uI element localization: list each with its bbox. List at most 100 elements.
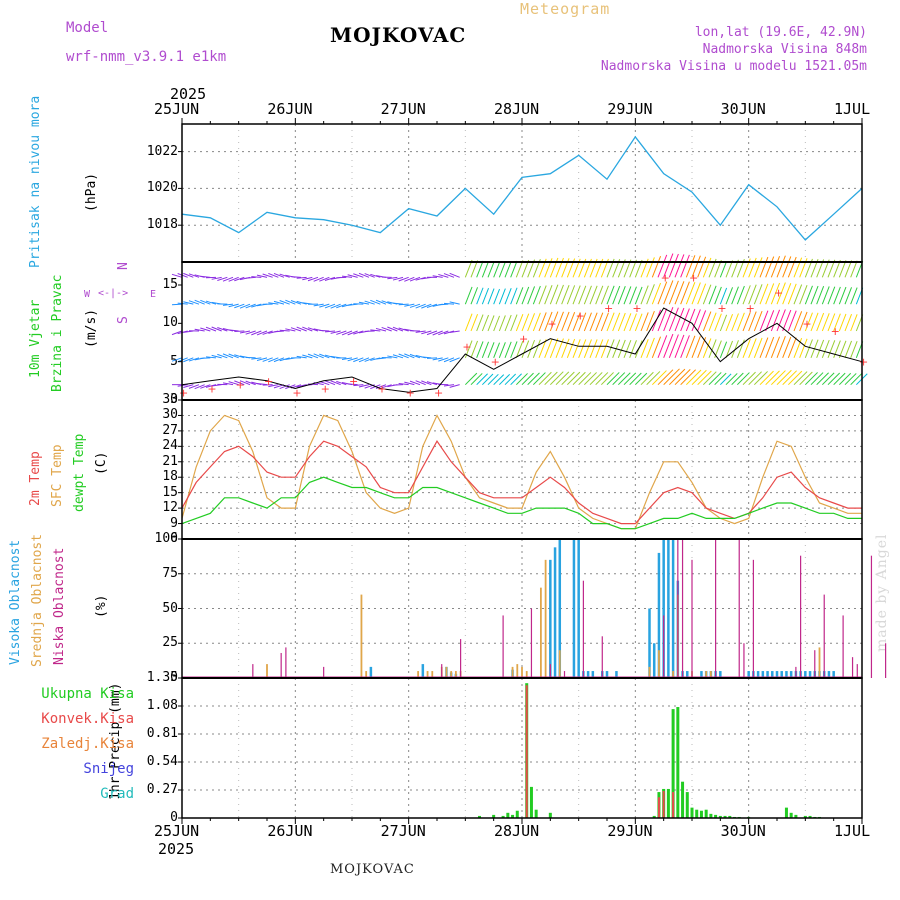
wind-barb [302,326,313,332]
compass-arrow: <-|-> [98,288,129,299]
wind-barb [561,311,570,332]
gust-marker: + [491,356,500,369]
cloud-bar [417,671,420,678]
wind-barb [493,262,501,278]
precip-bar [529,786,533,818]
wind-barb [404,381,415,386]
wind-barb [498,342,506,359]
precip-bar [808,815,812,818]
wind-barb [646,337,655,359]
gust-marker: + [179,386,188,399]
wind-barb [296,300,307,305]
wind-barb [285,328,296,332]
wind-barb [392,302,404,305]
wind-barb [799,311,808,332]
wind-barb [719,260,728,278]
wind-barb [793,284,803,305]
wind-barb [589,339,598,359]
wind-barb [663,368,680,386]
wind-barb [392,276,404,281]
wind-barb [256,330,268,336]
pressure-tick-label: 1018 [146,217,178,233]
wind-barb [680,369,696,386]
wind-barb [330,330,341,334]
cloud-bar [771,671,774,678]
wind-barb [770,282,781,305]
gust-marker: + [236,379,245,392]
cloud-tick-label: 25 [162,635,178,651]
wind-barb [765,370,780,386]
wind-barb [668,280,679,305]
wind-barb [810,372,824,386]
precip-bar [534,809,538,818]
wind-barb [765,336,775,359]
wind-barb [426,381,438,386]
wind-barb [217,326,228,332]
wind-barb [566,371,581,386]
temp-tick-label: 9 [170,515,178,531]
wind-barb [364,300,375,305]
year-bottom: 2025 [158,840,195,858]
legend-conv-rain: Konvek.Kisa [41,711,134,727]
precip-tick-label: 1.08 [146,698,178,713]
cloud-bar [808,671,812,678]
wind-barb [799,338,808,359]
wind-barb [538,339,547,359]
wind-barb [702,284,712,305]
wind-barb [555,311,564,332]
wind-tick-label: 0 [170,392,178,407]
cloud-bar [667,539,670,678]
wind-barb [544,371,558,386]
wind-barb [443,302,455,305]
wind-barb [188,357,200,362]
wind-barb [691,309,701,332]
wind-barb [515,260,524,278]
wind-barb [404,303,415,307]
wind-barb [268,384,279,388]
wind-barb [532,372,546,386]
wind-barb [821,339,830,359]
wind-barb [285,299,296,305]
wind-barb [228,381,239,386]
wind-barb [487,342,495,359]
precip-bar [501,815,505,818]
cloud-bar [549,664,551,678]
wind-barb [426,330,438,336]
wind-barb [685,281,696,305]
legend-hail: Grad [100,786,134,802]
wind-barb [844,340,853,359]
wind-barb [782,309,792,332]
gust-marker: + [519,333,528,346]
wind-barb [217,276,228,281]
cloud-tick-label: 100 [154,531,178,546]
cloud-bar [818,647,821,678]
bottom-date-label: 28JUN [494,822,540,840]
wind-barb [668,307,679,332]
wind-barb [765,310,775,332]
wind-barb [606,339,615,359]
cloud-bar [577,539,580,678]
wind-barb [561,371,575,386]
wind-barb [612,285,621,305]
wind-barb [234,276,245,282]
precip-bar [695,809,699,818]
cloud-bar [648,666,651,678]
wind-barb [589,372,603,386]
wind-barb [634,313,643,332]
wind-barb [748,338,757,359]
wind-speed-line [181,307,863,393]
cloud-bar [780,671,783,678]
wind-barb [476,341,484,359]
cloud-bar [445,666,448,678]
precip-bar [671,709,675,818]
wind-barb [595,285,604,305]
cloud-bar [521,666,523,678]
wind-barb [629,286,637,305]
wind-barb [481,341,490,359]
top-date-label: 29JUN [607,100,653,118]
wind-barb [470,287,479,305]
precip-bar [478,815,481,818]
pressure-line [181,135,863,241]
model-label: Model [66,20,109,36]
wind-barb [194,384,205,390]
